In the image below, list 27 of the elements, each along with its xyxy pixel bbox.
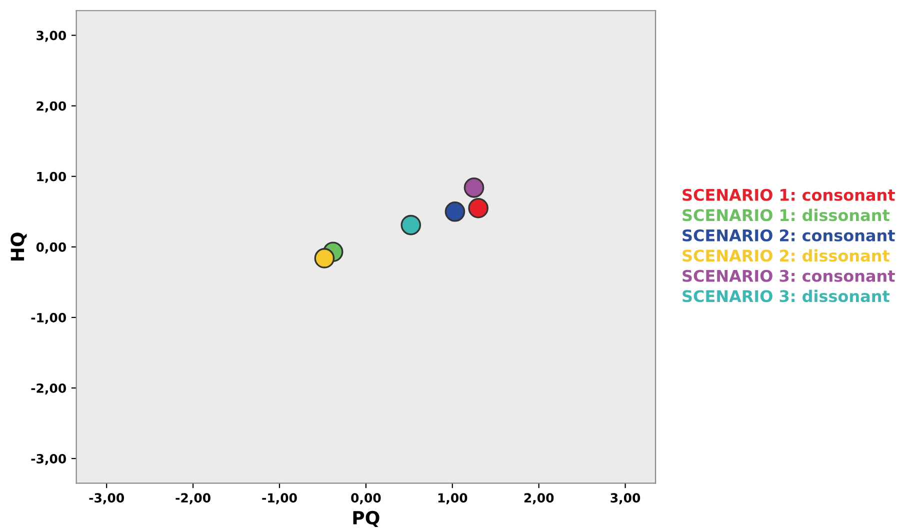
x-tick-label: 3,00 — [610, 493, 640, 504]
y-tick-label: -2,00 — [31, 383, 66, 395]
y-tick-label: 0,00 — [36, 242, 66, 254]
text: SCENARIO 3: consonant — [682, 270, 895, 282]
y-tick-label: -1,00 — [31, 312, 66, 324]
x-tick-label: -2,00 — [176, 493, 210, 504]
text: SCENARIO 2: dissonant — [682, 249, 890, 262]
y-axis-title: HQ — [10, 232, 27, 260]
y-tick-label: 1,00 — [37, 172, 66, 183]
point — [468, 198, 488, 218]
y-tick-label: -3,00 — [31, 454, 66, 466]
x-tick-label: -3,00 — [89, 493, 124, 504]
x-tick-label: 2,00 — [524, 493, 554, 504]
point — [400, 214, 422, 236]
x-tick-label: -1,00 — [262, 493, 297, 504]
point — [464, 178, 484, 198]
text: SCENARIO 3: dissonant — [682, 290, 890, 302]
text: SCENARIO 1: dissonant — [682, 208, 890, 222]
point — [314, 248, 335, 268]
x-tick-label: 0,00 — [351, 493, 381, 504]
y-tick-label: 2,00 — [36, 101, 66, 112]
text: SCENARIO 2: consonant — [682, 229, 895, 242]
text: SCENARIO 1: consonant — [682, 188, 895, 201]
x-axis-title: PQ — [353, 510, 380, 527]
point — [444, 201, 466, 222]
y-tick-label: 3,00 — [36, 30, 66, 42]
x-tick-label: 1,00 — [438, 493, 468, 504]
